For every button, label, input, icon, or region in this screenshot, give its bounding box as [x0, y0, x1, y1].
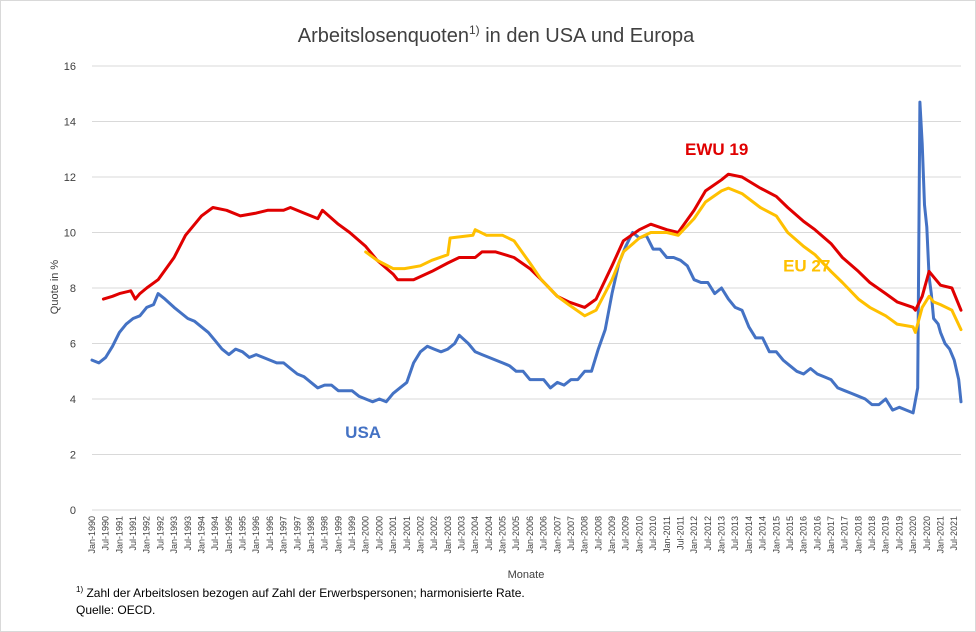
x-tick-label: Jan-1999 [333, 516, 343, 554]
x-tick-label: Jan-1995 [224, 516, 234, 554]
series-label-ewu-19: EWU 19 [685, 140, 748, 159]
x-tick-label: Jul-2011 [675, 516, 685, 550]
x-tick-labels: Jan-1990 Jul-1990 Jan-1991 Jul-1991 Jan-1992… [87, 516, 959, 554]
x-tick-label: Jul-1997 [292, 516, 302, 551]
chart-title: Arbeitslosenquoten1) in den USA und Euro… [298, 23, 695, 47]
x-tick-label: Jul-2021 [949, 516, 959, 551]
footnote-source: Quelle: OECD. [76, 603, 156, 617]
x-tick-label: Jan-1993 [169, 516, 179, 554]
series-label-eu-27: EU 27 [783, 256, 830, 275]
y-tick-labels: 0 2 4 6 8 10 12 14 16 [64, 61, 76, 517]
x-tick-label: Jan-2001 [388, 516, 398, 554]
x-tick-label: Jan-2021 [935, 516, 945, 554]
x-tick-label: Jul-2004 [484, 516, 494, 551]
x-tick-label: Jan-2017 [826, 516, 836, 554]
y-tick-label: 16 [64, 61, 76, 73]
x-tick-label: Jan-2018 [853, 516, 863, 554]
x-tick-label: Jan-2003 [443, 516, 453, 554]
x-tick-label: Jul-2001 [402, 516, 412, 551]
title-suffix: in den USA und Europa [480, 25, 695, 47]
x-tick-label: Jul-2017 [840, 516, 850, 551]
x-tick-label: Jan-1998 [306, 516, 316, 554]
y-tick-label: 0 [70, 505, 76, 517]
x-tick-label: Jul-1999 [347, 516, 357, 551]
x-tick-label: Jul-2019 [894, 516, 904, 551]
x-tick-label: Jul-1995 [238, 516, 248, 551]
x-tick-label: Jan-2004 [470, 516, 480, 554]
x-tick-label: Jul-2014 [758, 516, 768, 551]
x-tick-label: Jan-2019 [881, 516, 891, 554]
series-layer [90, 100, 963, 415]
x-tick-label: Jul-2003 [456, 516, 466, 551]
x-tick-label: Jan-2005 [498, 516, 508, 554]
x-tick-label: Jul-2016 [812, 516, 822, 551]
x-tick-label: Jan-1997 [279, 516, 289, 554]
footnote-text: Zahl der Arbeitslosen bezogen auf Zahl d… [83, 586, 525, 600]
x-tick-label: Jul-2009 [621, 516, 631, 551]
x-tick-label: Jul-1994 [210, 516, 220, 551]
series-labels: USA EWU 19 EU 27 [345, 140, 830, 442]
x-tick-label: Jan-1991 [114, 516, 124, 554]
y-tick-label: 2 [70, 450, 76, 462]
x-tick-label: Jan-2010 [634, 516, 644, 554]
x-tick-label: Jan-2016 [799, 516, 809, 554]
x-tick-label: Jul-2006 [539, 516, 549, 551]
x-tick-label: Jan-2020 [908, 516, 918, 554]
series-line-eu-27 [364, 186, 963, 334]
x-tick-label: Jul-2013 [730, 516, 740, 551]
x-tick-label: Jan-1994 [196, 516, 206, 554]
x-tick-label: Jan-2008 [580, 516, 590, 554]
y-tick-label: 6 [70, 339, 76, 351]
x-tick-label: Jul-2018 [867, 516, 877, 551]
x-tick-label: Jan-2012 [689, 516, 699, 554]
x-tick-label: Jul-1990 [101, 516, 111, 551]
x-tick-label: Jul-2012 [703, 516, 713, 551]
grid-layer [92, 65, 961, 511]
x-tick-label: Jan-2015 [771, 516, 781, 554]
x-tick-label: Jan-2007 [552, 516, 562, 554]
x-tick-label: Jan-1990 [87, 516, 97, 554]
y-tick-label: 4 [70, 394, 76, 406]
y-tick-label: 8 [70, 283, 76, 295]
x-axis-label: Monate [508, 569, 545, 581]
y-tick-label: 10 [64, 228, 76, 240]
x-tick-label: Jul-1991 [128, 516, 138, 551]
y-tick-label: 12 [64, 172, 76, 184]
x-tick-label: Jul-2000 [374, 516, 384, 551]
x-tick-label: Jan-1996 [251, 516, 261, 554]
x-tick-label: Jul-1993 [183, 516, 193, 551]
x-tick-label: Jan-2009 [607, 516, 617, 554]
x-tick-label: Jul-2008 [593, 516, 603, 551]
series-line-ewu-19 [101, 172, 963, 312]
x-tick-label: Jan-2006 [525, 516, 535, 554]
x-tick-label: Jan-2002 [415, 516, 425, 554]
x-tick-label: Jan-1992 [142, 516, 152, 554]
series-line-usa [90, 100, 963, 415]
footnote-definition: 1) Zahl der Arbeitslosen bezogen auf Zah… [76, 585, 525, 600]
x-tick-label: Jul-1992 [155, 516, 165, 551]
x-tick-label: Jul-2010 [648, 516, 658, 551]
title-superscript: 1) [469, 23, 480, 37]
y-axis-label: Quote in % [49, 260, 61, 315]
x-tick-label: Jul-2015 [785, 516, 795, 551]
x-tick-label: Jul-2007 [566, 516, 576, 551]
x-tick-label: Jul-1998 [320, 516, 330, 551]
x-tick-label: Jul-1996 [265, 516, 275, 551]
x-tick-label: Jan-2000 [361, 516, 371, 554]
x-tick-label: Jul-2005 [511, 516, 521, 551]
x-tick-label: Jan-2013 [717, 516, 727, 554]
x-tick-label: Jan-2014 [744, 516, 754, 554]
y-tick-label: 14 [64, 117, 76, 129]
x-tick-label: Jan-2011 [662, 516, 672, 553]
series-label-usa: USA [345, 423, 381, 442]
x-tick-label: Jul-2002 [429, 516, 439, 551]
footnote-marker: 1) [76, 585, 84, 594]
x-tick-label: Jul-2020 [922, 516, 932, 551]
